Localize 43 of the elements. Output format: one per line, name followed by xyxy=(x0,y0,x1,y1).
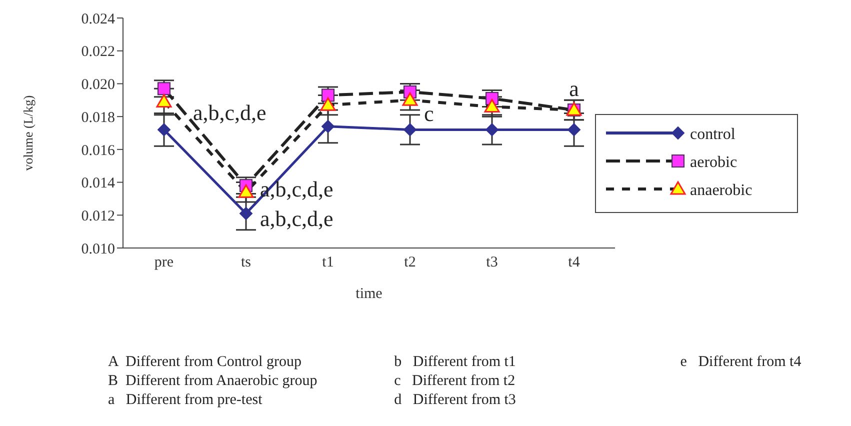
annotation: a xyxy=(569,76,580,102)
text: c Different from t2 xyxy=(394,372,516,391)
annotation: a,b,c,d,e xyxy=(193,100,266,126)
point xyxy=(486,123,498,136)
x-tick-label: t2 xyxy=(404,254,416,271)
point xyxy=(238,184,254,198)
y-axis-title: volume (L/kg) xyxy=(20,95,36,171)
point xyxy=(320,97,336,111)
text: d Different from t3 xyxy=(394,391,517,410)
x-tick-label: t4 xyxy=(568,254,580,271)
x-tick-label: ts xyxy=(240,254,252,271)
text: A Different from Control group xyxy=(108,353,302,372)
text: B Different from Anaerobic group xyxy=(108,372,318,391)
legend-label: anaerobic xyxy=(690,182,752,198)
legend-label: aerobic xyxy=(690,154,738,170)
y-tick-label: 0.010 xyxy=(81,241,115,258)
point xyxy=(322,120,334,133)
text: b Different from t1 xyxy=(394,353,517,372)
point xyxy=(158,82,170,96)
point xyxy=(158,123,170,136)
text: a Different from pre-test xyxy=(108,391,264,410)
point xyxy=(568,123,580,136)
legend-label: control xyxy=(690,126,736,142)
y-tick-label: 0.020 xyxy=(81,77,115,94)
x-tick-label: t3 xyxy=(486,254,498,271)
annotation: a,b,c,d,e xyxy=(260,206,334,232)
point xyxy=(402,92,418,106)
y-tick-label: 0.016 xyxy=(81,142,116,159)
point xyxy=(484,98,500,112)
x-axis-title: time xyxy=(356,286,383,302)
y-tick-label: 0.012 xyxy=(81,208,115,224)
point xyxy=(156,94,172,108)
y-tick-label: 0.018 xyxy=(81,110,115,126)
y-tick-label: 0.014 xyxy=(81,176,116,192)
x-tick-label: pre xyxy=(154,254,174,271)
point xyxy=(322,88,334,102)
y-tick-label: 0.022 xyxy=(81,44,115,60)
point xyxy=(404,123,416,136)
x-tick-label: t1 xyxy=(322,254,334,271)
point xyxy=(240,207,252,220)
text: e Different from t4 xyxy=(680,353,802,372)
y-tick-label: 0.024 xyxy=(81,11,116,28)
annotation: c xyxy=(424,101,434,126)
